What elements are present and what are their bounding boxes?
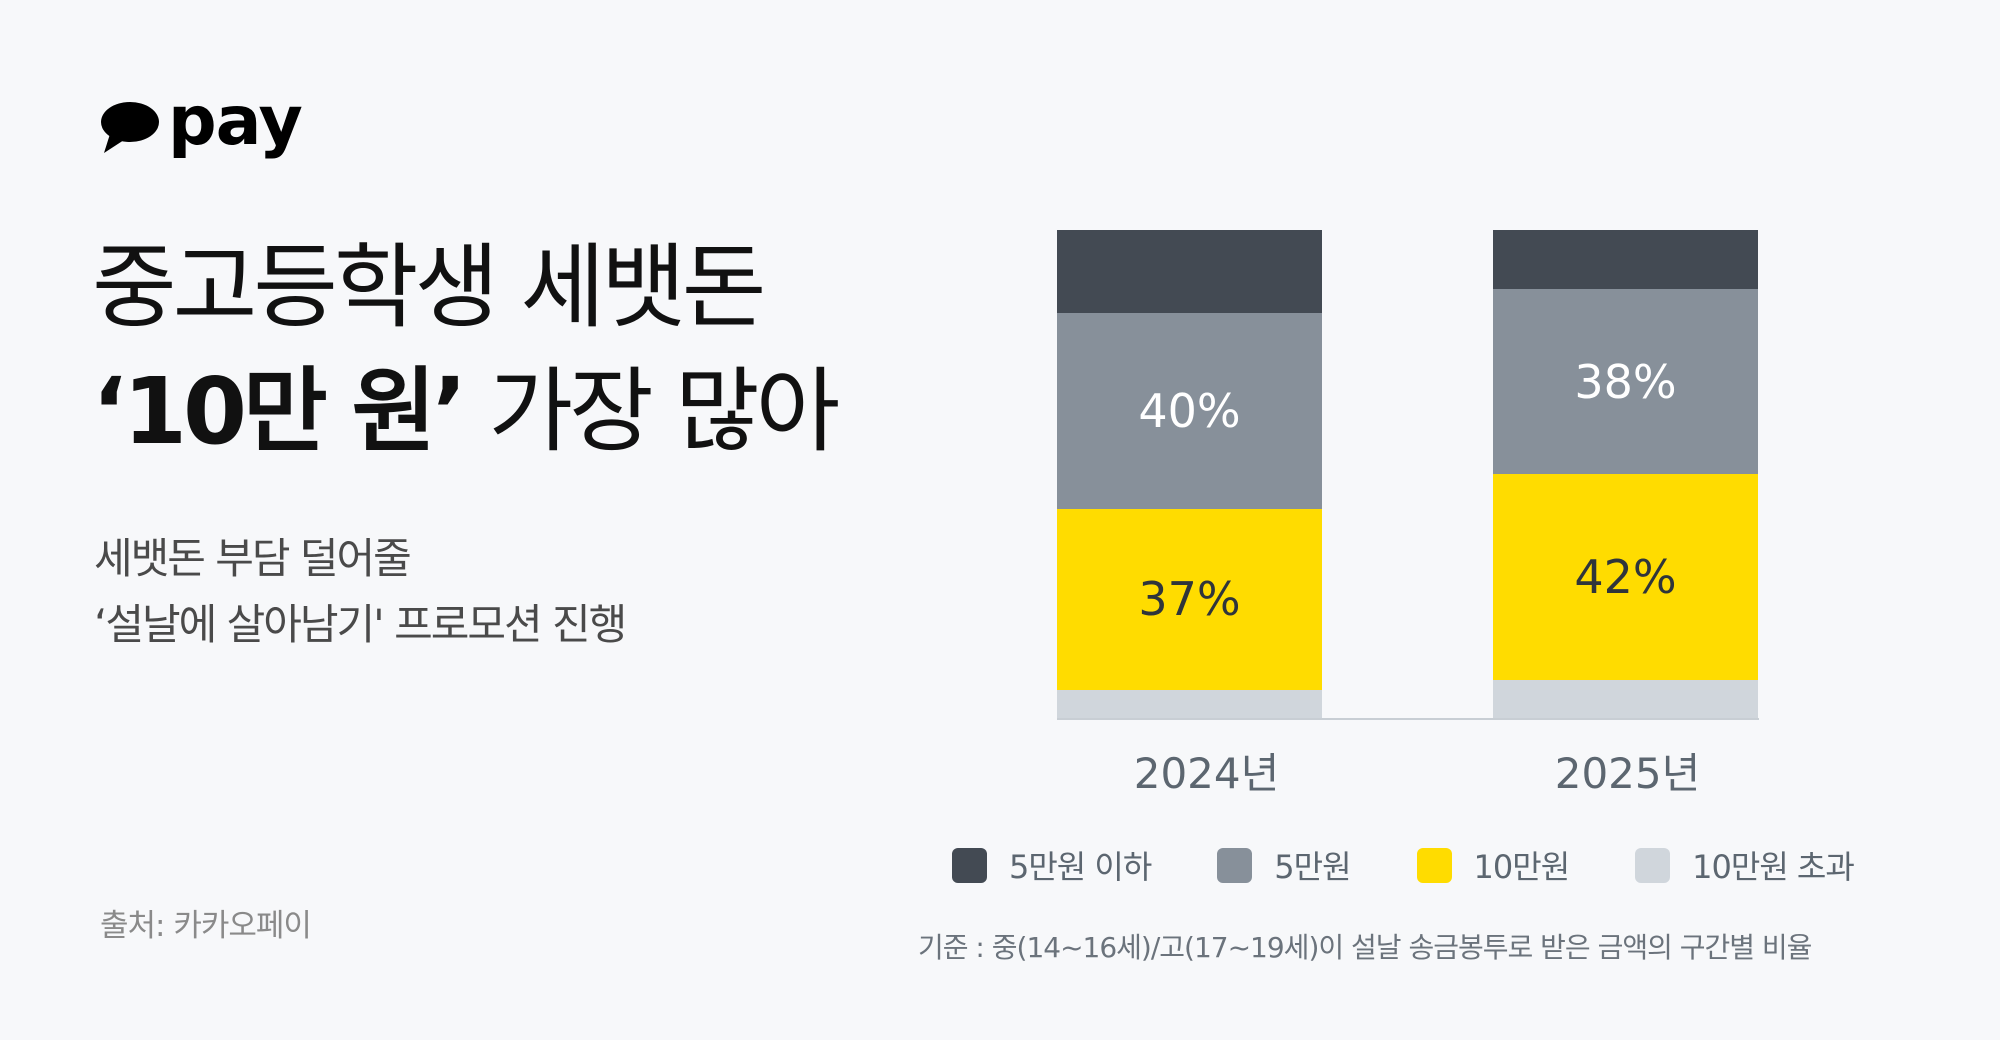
chart-baseline <box>1057 718 1759 720</box>
legend-item-10man: 10만원 <box>1416 842 1571 888</box>
headline-line-1: 중고등학생 세뱃돈 <box>92 234 766 341</box>
segment-over-10man <box>1057 689 1322 719</box>
chart-footnote: 기준 : 중(14~16세)/고(17~19세)이 설날 송금봉투로 받은 금액… <box>918 931 1812 964</box>
x-label-2024: 2024년 <box>1133 749 1280 798</box>
legend-item-5man: 5만원 <box>1217 842 1352 888</box>
legend-swatch <box>1635 847 1671 883</box>
legend-label: 5만원 <box>1274 848 1351 886</box>
subheadline-line-2: ‘설날에 살아남기' 프로모션 진행 <box>94 600 627 649</box>
segment-5man: 38% <box>1493 288 1758 475</box>
legend-label: 10만원 초과 <box>1692 848 1855 886</box>
headline: 중고등학생 세뱃돈 ‘10만 원’ 가장 많아 <box>92 226 840 474</box>
chart-legend: 5만원 이하 5만원 10만원 10만원 초과 <box>952 846 1855 886</box>
source-credit: 출처: 카카오페이 <box>100 908 312 944</box>
legend-swatch <box>1217 847 1253 883</box>
value-label: 40% <box>1138 383 1241 438</box>
x-label-2025: 2025년 <box>1554 749 1701 798</box>
logo-text: pay <box>168 82 303 161</box>
legend-swatch <box>1416 847 1452 883</box>
value-label: 38% <box>1574 354 1677 409</box>
segment-5man: 40% <box>1057 313 1322 509</box>
headline-highlight: ‘10만 원’ <box>92 358 467 465</box>
headline-line-2: ‘10만 원’ 가장 많아 <box>92 350 840 474</box>
value-label: 42% <box>1574 550 1677 605</box>
segment-over-10man <box>1493 679 1758 719</box>
subheadline-line-1: 세뱃돈 부담 덜어줄 <box>94 534 412 583</box>
stacked-bar-chart: 40% 37% 38% 42% <box>1057 230 1759 719</box>
kakaopay-logo: pay <box>100 88 303 160</box>
segment-10man: 37% <box>1057 508 1322 690</box>
value-label: 37% <box>1138 572 1241 627</box>
segment-10man: 42% <box>1493 474 1758 680</box>
segment-under-5man <box>1057 230 1322 314</box>
bar-2025: 38% 42% <box>1493 230 1758 719</box>
subheadline: 세뱃돈 부담 덜어줄 ‘설날에 살아남기' 프로모션 진행 <box>94 526 627 658</box>
bar-2024: 40% 37% <box>1057 230 1322 719</box>
headline-rest: 가장 많아 <box>463 358 840 465</box>
legend-item-under-5man: 5만원 이하 <box>952 842 1152 888</box>
legend-item-over-10man: 10만원 초과 <box>1635 842 1855 888</box>
legend-label: 10만원 <box>1473 848 1571 886</box>
legend-label: 5만원 이하 <box>1009 848 1152 886</box>
legend-swatch <box>952 847 987 883</box>
speech-bubble-icon <box>101 102 159 153</box>
segment-under-5man <box>1493 230 1758 289</box>
